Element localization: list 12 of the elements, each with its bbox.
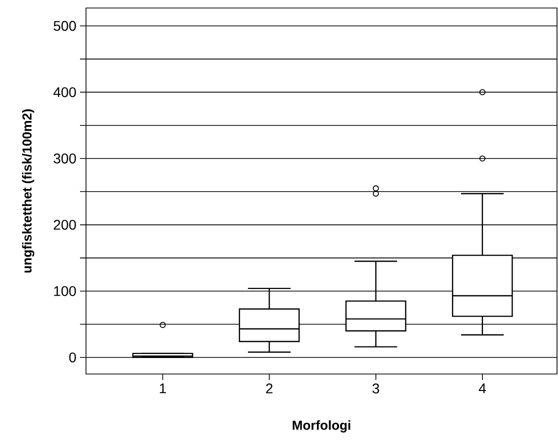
- y-axis-title: ungfisktetthet (fisk/100m2): [22, 109, 34, 273]
- x-axis-title: Morfologi: [292, 420, 350, 432]
- y-tick-label: 100: [54, 286, 76, 296]
- y-tick-label: 200: [54, 220, 76, 230]
- x-tick-label: 1: [160, 384, 166, 394]
- y-tick-label: 0: [69, 352, 76, 362]
- y-tick-label: 500: [54, 20, 76, 31]
- x-tick-label: 3: [372, 384, 380, 394]
- x-tick-label: 4: [478, 384, 486, 394]
- y-tick-label: 300: [54, 154, 76, 164]
- y-tick-label: 400: [53, 87, 76, 98]
- x-tick-label: 2: [266, 384, 272, 394]
